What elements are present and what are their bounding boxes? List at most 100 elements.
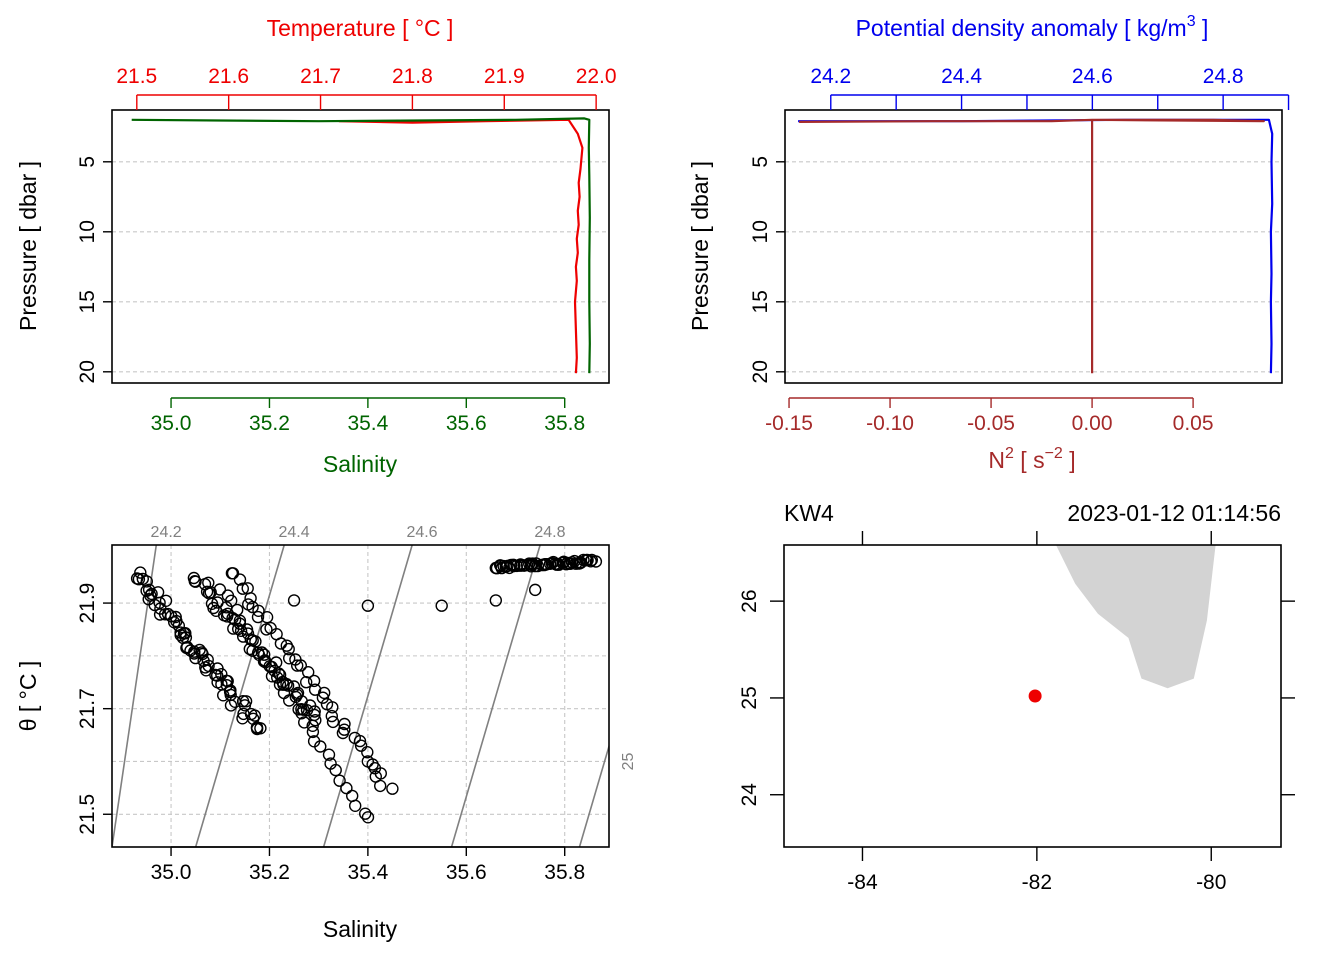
x-tick-label: 35.0 [151,861,192,884]
data-point [318,686,331,700]
top-tick-label: 24.2 [810,65,851,88]
isopycnal-label: 24.6 [406,524,437,541]
series-line-salinity [131,117,591,374]
station-name: KW4 [784,500,834,526]
data-point [233,614,247,627]
data-point [265,670,279,683]
data-point [248,709,262,722]
top-tick-label: 21.7 [300,65,341,88]
data-point [528,583,542,597]
plot-frame [111,544,610,848]
data-point [283,652,296,665]
top-tick-label: 21.8 [392,65,433,88]
data-point [258,648,271,661]
x-tick-label: -80 [1196,871,1226,894]
data-point [307,674,321,688]
data-point [189,651,202,665]
x-tick-label: 35.6 [446,861,487,884]
data-point [225,567,239,580]
panel-density-profile: Potential density anomaly [ kg/m3 ] N2 [… [687,13,1290,473]
data-point [300,676,313,689]
data-point [584,555,597,568]
data-point [283,694,296,707]
data-point [435,599,448,612]
land-polygon [1056,545,1216,689]
data-point [260,611,274,624]
isopycnal-label: 24.4 [278,524,309,541]
data-point [234,624,248,637]
data-point [200,585,214,598]
data-point [338,717,351,731]
data-point [220,610,234,623]
panel-ts-profile: Temperature [ °C ] Salinity Pressure [ d… [15,15,617,477]
y-tick-label: 21.5 [76,794,99,835]
data-point [314,740,327,753]
data-point [291,659,304,672]
x-tick-label: 35.8 [544,861,585,884]
data-point [249,635,262,648]
y-axis-label: θ [ °C ] [15,661,41,732]
data-point [326,701,339,714]
y-axis-label: Pressure [ dbar ] [15,161,41,331]
top-tick-label: 22.0 [576,65,617,88]
data-point [349,799,362,812]
data-point [329,763,342,777]
station-marker [1028,689,1042,703]
data-point [325,709,338,723]
map-frame [783,544,1282,848]
data-point [209,668,222,682]
y-tick-label: 21.9 [76,583,99,624]
isopycnal-line [450,545,541,847]
data-point [374,779,387,793]
isopycnal-label: 25 [620,752,637,770]
y-tick-label: 15 [749,290,772,313]
data-point [361,599,375,612]
series-line-temperature [338,118,584,374]
data-point [326,715,340,729]
data-point [224,594,238,607]
x-tick-label: -82 [1022,871,1052,894]
data-point [306,719,319,732]
data-point [589,555,603,568]
bottom-tick-label: 0.05 [1173,412,1214,435]
top-tick-label: 21.5 [116,65,157,88]
isopycnal-label: 24.2 [151,524,182,541]
data-point [316,691,330,704]
data-point [295,707,308,720]
y-tick-label: 10 [749,220,772,243]
x-tick-label: -84 [847,871,878,894]
bottom-tick-label: 0.00 [1072,412,1113,435]
data-point [134,566,147,579]
isopycnal-line [322,545,413,847]
panel-ts-diagram: Salinity θ [ °C ] 24.2 24.4 24.6 24.8 25 35.0… [15,524,637,942]
data-point [489,594,503,607]
bottom-tick-label: -0.10 [866,412,914,435]
top-tick-label: 21.6 [208,65,249,88]
bottom-tick-label: 35.8 [544,412,585,435]
y-tick-label: 21.7 [76,688,99,729]
data-point [298,716,311,729]
y-tick-label: 10 [76,220,99,243]
data-point [213,583,227,596]
top-tick-label: 24.8 [1203,65,1244,88]
isopycnal-line [578,743,609,847]
bottom-tick-label: 35.2 [249,412,290,435]
data-point [233,573,247,586]
series-line-n2 [799,118,1265,374]
data-point [189,575,202,588]
data-point [207,601,220,615]
plot-area [112,545,609,847]
bottom-tick-label: 35.4 [347,412,388,435]
y-tick-label: 25 [738,686,761,709]
y-tick-label: 26 [738,589,761,612]
top-tick-label: 24.4 [941,65,982,88]
y-axis-label: Pressure [ dbar ] [687,161,713,331]
panel-station-map: KW4 2023-01-12 01:14:56 -84 -82 -80 24 25 26 [738,500,1295,894]
data-point [333,774,346,787]
data-point [338,723,351,736]
data-point [361,746,374,759]
data-point [308,705,321,718]
data-point [280,677,293,691]
data-point [361,811,375,824]
